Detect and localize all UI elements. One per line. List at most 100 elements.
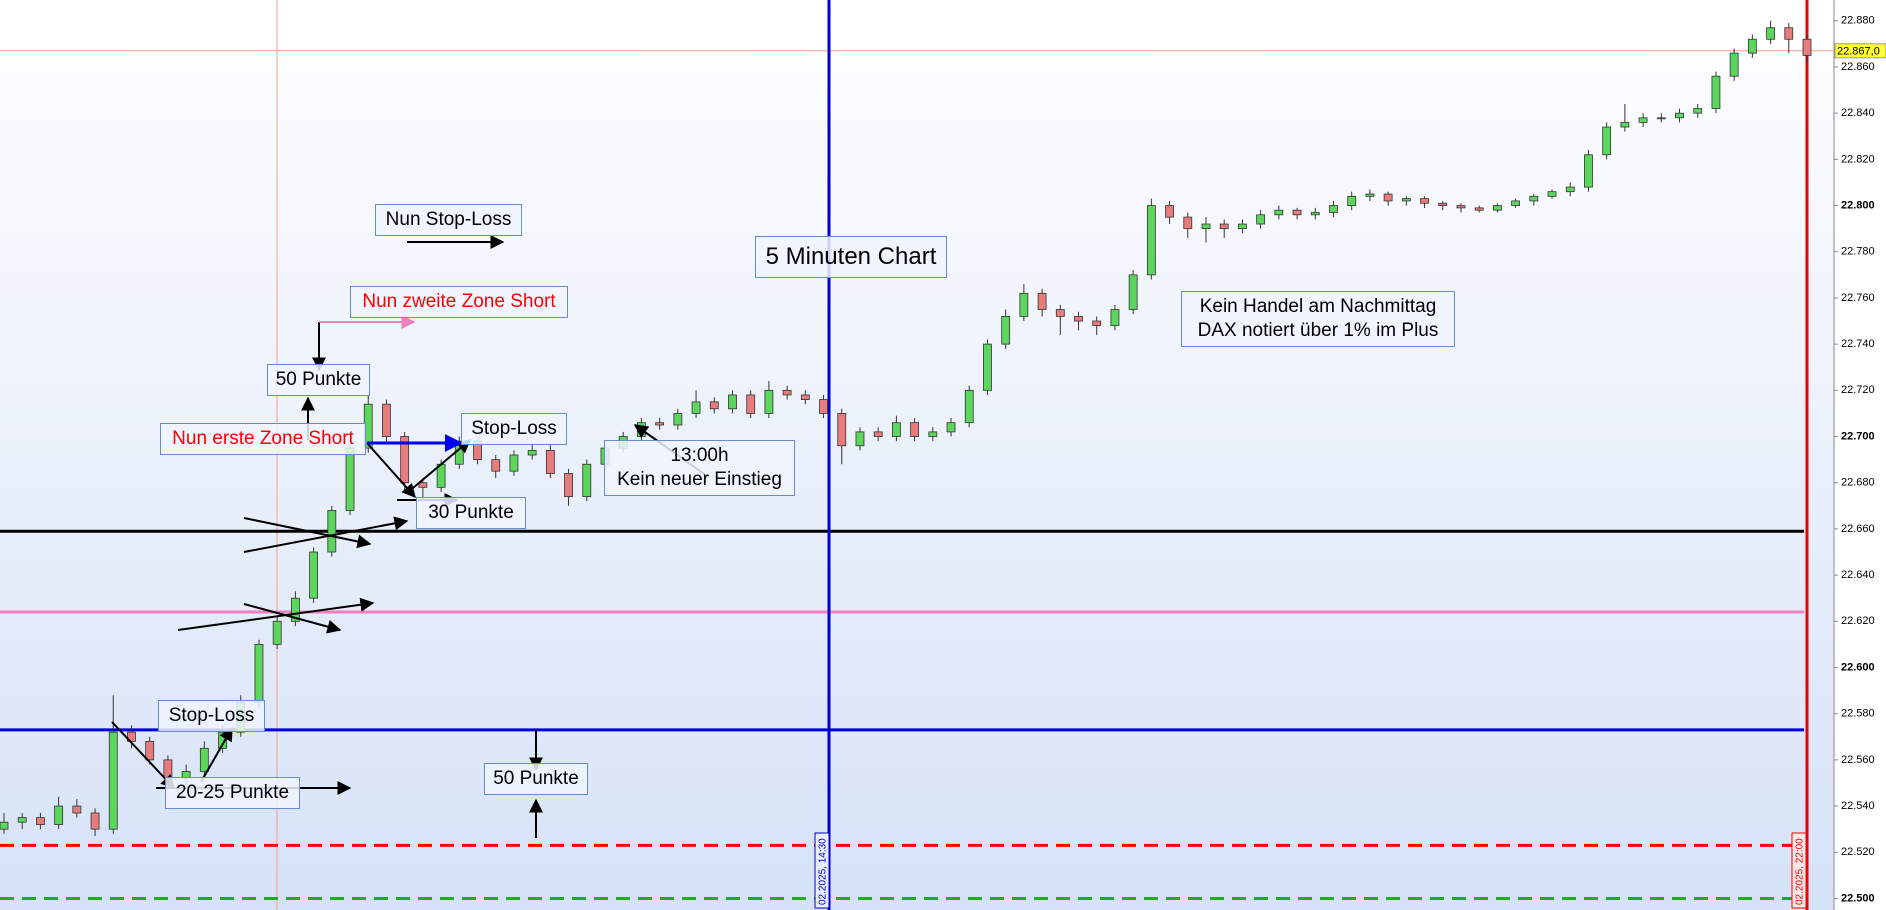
arrow <box>111 721 175 790</box>
annotation: Nun erste Zone Short <box>160 423 366 455</box>
arrow <box>200 726 233 783</box>
candle-body <box>910 422 920 437</box>
candle-body <box>1292 209 1302 216</box>
y-tick-label: 22.640 <box>1841 569 1875 581</box>
candle-body <box>0 821 9 830</box>
candle-body <box>1365 193 1375 197</box>
time-label-text: 02.2025, 14:30 <box>818 838 829 905</box>
candle-body <box>1747 38 1757 54</box>
time-label-text: 02.2025, 22:00 <box>1795 838 1806 905</box>
candle-body <box>709 401 719 410</box>
y-tick-label: 22.600 <box>1841 661 1875 673</box>
y-tick-label: 22.820 <box>1841 153 1875 165</box>
annotation: 30 Punkte <box>416 497 526 529</box>
y-tick-label: 22.560 <box>1841 754 1875 766</box>
last-price-box <box>1834 43 1886 59</box>
annotation: Stop-Loss <box>158 700 265 732</box>
annotation: 50 Punkte <box>267 364 370 396</box>
candle-body <box>1110 309 1120 327</box>
y-tick-label: 22.840 <box>1841 107 1875 119</box>
candle-body <box>1092 320 1102 327</box>
candle-body <box>36 817 45 825</box>
candle-body <box>564 473 573 497</box>
candle-body <box>1675 112 1684 119</box>
candle-body <box>290 597 300 622</box>
arrow <box>177 597 375 631</box>
arrow <box>366 442 416 499</box>
candle-body <box>108 731 118 830</box>
candle-body <box>1511 200 1521 206</box>
candle-body <box>655 422 665 426</box>
candle-body <box>728 394 737 410</box>
annotation: Kein Handel am Nachmittag DAX notiert übe… <box>1181 291 1455 347</box>
candle-body <box>1219 223 1229 230</box>
candle-body <box>309 551 319 599</box>
candle-body <box>1146 205 1156 276</box>
annotation-text: 13:00h <box>670 445 729 466</box>
annotation-text: 5 Minuten Chart <box>765 243 937 270</box>
candle-body <box>382 403 391 437</box>
candle-body <box>1183 216 1193 230</box>
y-tick-label: 22.620 <box>1841 615 1875 627</box>
y-tick-label: 22.740 <box>1841 338 1875 350</box>
candle-body <box>509 454 519 472</box>
annotation: 50 Punkte <box>484 763 588 795</box>
candle-body <box>582 463 592 497</box>
candle-body <box>1784 27 1794 40</box>
annotation: Nun Stop-Loss <box>375 204 522 236</box>
candle-body <box>1547 191 1557 197</box>
candle-body <box>800 394 810 400</box>
arrow <box>243 603 342 634</box>
time-label: 02.2025, 22:00 <box>1791 832 1807 909</box>
candle-body <box>964 389 974 424</box>
annotation-text: 20-25 Punkte <box>175 782 290 803</box>
candle-body <box>1584 154 1593 188</box>
y-tick-label: 22.580 <box>1841 708 1875 720</box>
candle-body <box>1474 207 1484 211</box>
candle-body <box>1729 52 1739 77</box>
annotation-text: Kein Handel am Nachmittag <box>1199 296 1437 317</box>
candle-body <box>1693 108 1703 114</box>
candle-body <box>72 805 82 814</box>
candle-body <box>1128 274 1138 310</box>
annotation-text: 50 Punkte <box>493 768 579 789</box>
candle-body <box>983 343 992 391</box>
candle-body <box>873 431 883 437</box>
annotation-text: Nun zweite Zone Short <box>362 291 556 312</box>
candle-body <box>782 389 792 396</box>
annotation: 20-25 Punkte <box>165 777 300 809</box>
y-tick-label: 22.660 <box>1841 523 1875 535</box>
y-tick-label: 22.780 <box>1841 246 1875 258</box>
candle-body <box>1201 223 1211 230</box>
candle-body <box>254 643 264 703</box>
candle-body <box>746 394 756 414</box>
candle-body <box>163 759 173 779</box>
candle-body <box>1310 212 1320 216</box>
candle-body <box>90 812 100 830</box>
candle-body <box>527 449 537 456</box>
candle-body <box>1711 75 1721 109</box>
annotation: 5 Minuten Chart <box>755 236 947 278</box>
candle-body <box>673 413 683 426</box>
candle-body <box>1438 202 1448 206</box>
candle-body <box>1238 223 1247 230</box>
candle-body <box>1074 316 1083 322</box>
candle-body <box>345 447 355 511</box>
candle-body <box>1620 122 1630 128</box>
annotation-text: Nun Stop-Loss <box>385 209 512 230</box>
y-tick-label: 22.680 <box>1841 477 1875 489</box>
y-tick-label: 22.500 <box>1841 892 1875 904</box>
annotation-text: Stop-Loss <box>471 418 557 439</box>
annotation-text: Nun erste Zone Short <box>172 428 354 449</box>
candle-body <box>145 740 155 761</box>
candle-body <box>1602 126 1612 156</box>
candle-body <box>1401 198 1411 202</box>
candle-body <box>764 389 774 414</box>
candle-body <box>418 482 428 488</box>
y-tick-label: 22.860 <box>1841 61 1875 73</box>
candle-body <box>1565 186 1575 193</box>
y-axis: 22.500 22.520 22.540 22.560 22.580 22.600 22.6… <box>1834 15 1886 904</box>
last-price-label: 22.867,0 <box>1837 46 1880 58</box>
time-label-box <box>1791 832 1807 909</box>
